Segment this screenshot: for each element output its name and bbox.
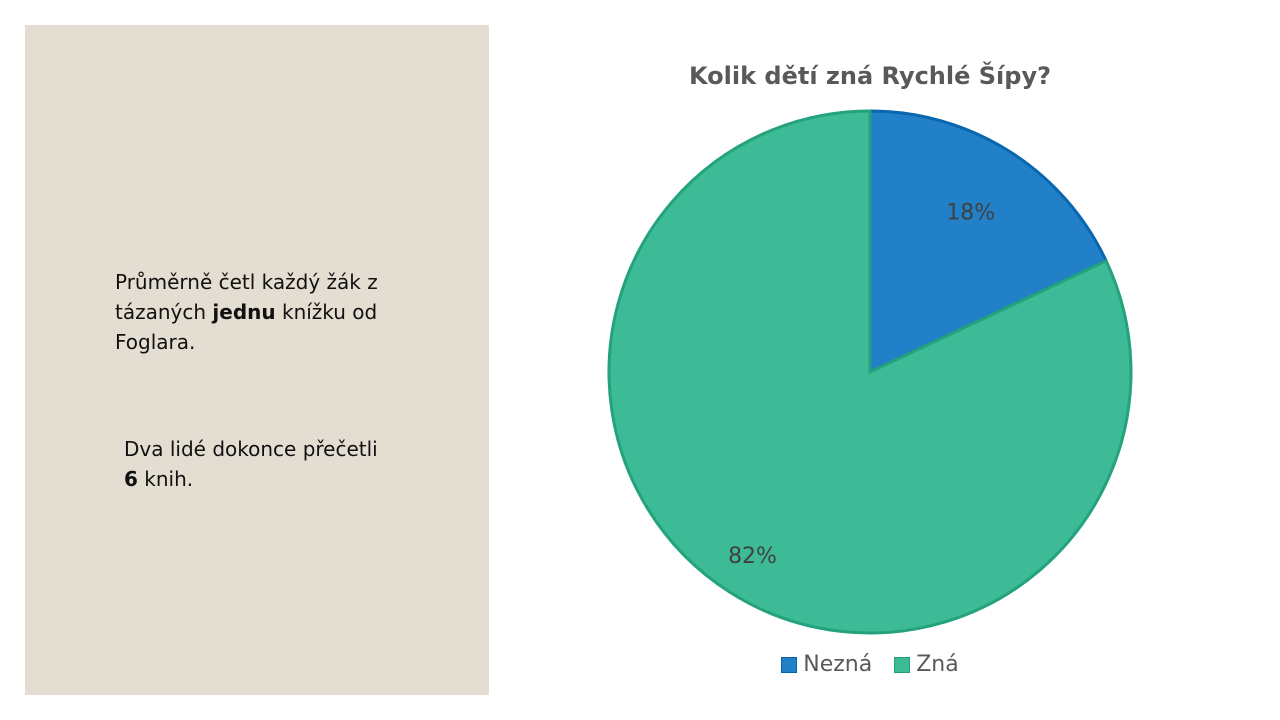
legend-label-zna: Zná — [916, 652, 959, 677]
two-people-text: Dva lidé dokonce přečetli 6 knih. — [124, 434, 384, 494]
legend-label-nezna: Nezná — [803, 652, 873, 677]
average-reading-text: Průměrně četl každý žák z tázaných jednu… — [115, 267, 395, 357]
legend-item-nezna: Nezná — [781, 652, 872, 677]
slice-zna — [607, 109, 1133, 635]
legend-item-zna: Zná — [894, 652, 959, 677]
chart-title: Kolik dětí zná Rychlé Šípy? — [688, 62, 1052, 90]
chart-legend: Nezná Zná — [560, 652, 1180, 677]
text2-part1: Dva lidé dokonce přečetli — [124, 437, 378, 461]
text1-part2: knížku od Foglara. — [115, 300, 378, 354]
text1-part1: Průměrně četl každý žák z tázaných — [115, 270, 378, 324]
legend-swatch-nezna — [781, 656, 798, 673]
text-panel: Průměrně četl každý žák z tázaných jednu… — [25, 25, 489, 695]
text1-bold: jednu — [212, 300, 276, 324]
text2-part2: knih. — [137, 467, 194, 491]
text2-bold: 6 — [124, 467, 138, 491]
slice-nezna — [868, 109, 1108, 374]
data-label-zna: 82% — [728, 544, 777, 569]
legend-swatch-zna — [894, 656, 911, 673]
data-label-nezna: 18% — [946, 200, 995, 225]
